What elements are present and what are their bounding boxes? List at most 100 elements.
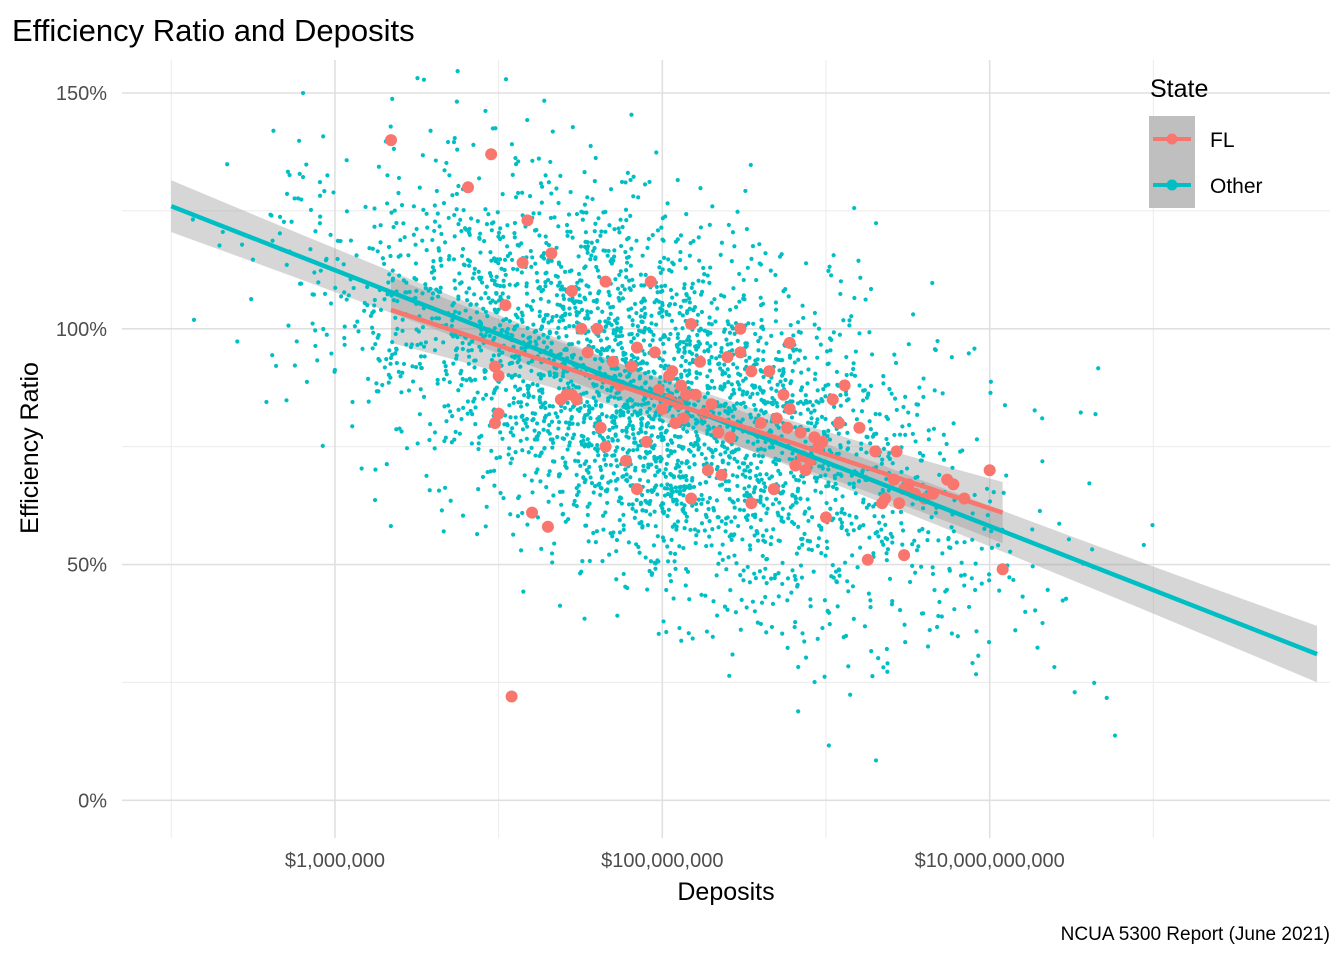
other-point [447, 173, 452, 178]
other-point [786, 516, 791, 521]
other-point [567, 306, 572, 311]
other-point [532, 428, 537, 433]
other-point [717, 354, 722, 359]
other-point [496, 261, 501, 266]
other-point [833, 481, 838, 486]
fl-point [898, 549, 911, 562]
other-point [549, 280, 554, 285]
other-point [826, 268, 831, 273]
other-point [651, 369, 656, 374]
other-point [955, 634, 960, 639]
other-point [706, 424, 711, 429]
other-point [442, 404, 447, 409]
other-point [515, 360, 520, 365]
other-point [480, 280, 485, 285]
other-point [857, 331, 862, 336]
other-point [565, 381, 571, 386]
other-point [826, 480, 831, 485]
other-point [718, 452, 723, 457]
other-point [805, 381, 810, 386]
other-point [644, 361, 650, 366]
other-point [764, 511, 769, 516]
fl-point [554, 393, 567, 406]
other-point [580, 217, 585, 222]
other-point [418, 354, 424, 359]
other-point [755, 465, 760, 471]
other-point [629, 112, 634, 117]
other-point [744, 358, 749, 363]
other-point [666, 257, 671, 262]
other-point [624, 425, 629, 430]
other-point [880, 457, 885, 462]
other-point [985, 513, 990, 518]
other-point [273, 363, 279, 369]
other-point [761, 389, 766, 394]
other-point [614, 537, 620, 543]
other-point [510, 354, 515, 359]
other-point [404, 342, 409, 347]
other-point [723, 479, 728, 484]
other-point [838, 403, 843, 408]
other-point [815, 417, 820, 422]
other-point [748, 412, 753, 417]
other-point [921, 394, 926, 400]
other-point [352, 324, 358, 329]
other-point [444, 160, 449, 166]
other-point [586, 404, 592, 409]
other-point [451, 139, 457, 145]
other-point [719, 519, 724, 524]
other-point [793, 500, 798, 505]
other-point [460, 340, 465, 346]
other-point [935, 338, 940, 344]
other-point [812, 475, 818, 480]
other-point [331, 190, 336, 195]
other-point [663, 474, 668, 479]
other-point [310, 292, 315, 297]
other-point [418, 387, 423, 392]
other-point [374, 381, 379, 386]
other-point [776, 425, 781, 430]
other-point [654, 483, 659, 488]
fl-point [499, 299, 512, 312]
other-point [571, 383, 576, 388]
other-point [921, 506, 926, 511]
other-point [629, 339, 634, 344]
other-point [764, 630, 769, 635]
other-point [789, 379, 794, 384]
other-point [869, 648, 874, 654]
other-point [338, 238, 343, 244]
other-point [859, 409, 865, 414]
other-point [441, 340, 446, 345]
other-point [984, 486, 990, 491]
other-point [586, 539, 591, 544]
other-point [662, 332, 667, 338]
other-point [384, 462, 389, 467]
other-point [420, 325, 426, 330]
other-point [543, 405, 548, 411]
other-point [745, 517, 750, 523]
fl-point [545, 247, 558, 260]
other-point [792, 573, 797, 579]
other-point [890, 599, 895, 604]
other-point [541, 419, 547, 424]
other-point [489, 258, 494, 263]
other-point [705, 341, 710, 346]
other-point [542, 415, 547, 420]
other-point [456, 407, 461, 412]
other-point [450, 414, 455, 419]
other-point [830, 484, 836, 490]
other-point [696, 529, 701, 534]
other-point [520, 448, 525, 453]
fl-point [652, 384, 665, 397]
other-point [567, 297, 572, 302]
other-point [690, 281, 695, 286]
other-point [577, 408, 582, 414]
other-point [526, 390, 531, 396]
other-point [430, 296, 435, 301]
other-point [529, 445, 534, 450]
other-point [538, 181, 544, 186]
other-point [725, 367, 730, 372]
other-point [841, 635, 846, 640]
other-point [509, 257, 515, 263]
other-point [777, 368, 782, 373]
